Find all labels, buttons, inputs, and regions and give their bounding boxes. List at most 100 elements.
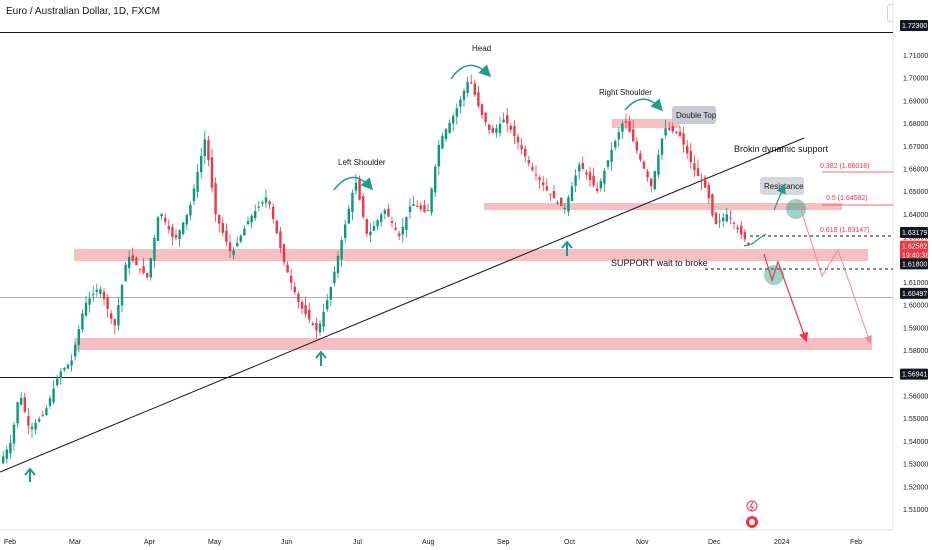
- support-zone[interactable]: [74, 249, 868, 261]
- double-top-zone[interactable]: [612, 119, 680, 128]
- candle: [70, 354, 73, 372]
- left-shoulder-curve-arrow: [333, 176, 373, 191]
- candle: [437, 140, 440, 175]
- candle: [214, 177, 217, 222]
- candle: [560, 197, 563, 207]
- demand-zone[interactable]: [74, 338, 872, 350]
- candle: [585, 169, 588, 180]
- candle: [639, 150, 642, 162]
- up-arrow-icon: [315, 350, 327, 366]
- candle: [556, 200, 559, 206]
- candle: [660, 137, 664, 161]
- y-tick-label: 1.68000: [903, 121, 928, 128]
- candle: [344, 219, 347, 243]
- price-badge-label: 1.60497: [902, 291, 927, 298]
- y-tick-label: 1.53000: [903, 462, 928, 469]
- candle: [426, 203, 430, 212]
- candle: [408, 198, 412, 220]
- candle: [12, 422, 16, 451]
- candlestick-series: [2, 74, 750, 465]
- up-arrow-icon: [24, 467, 36, 482]
- candle: [588, 166, 592, 188]
- candle: [390, 216, 394, 228]
- candle: [30, 422, 34, 438]
- candle: [495, 124, 498, 138]
- candle: [603, 167, 606, 192]
- price-badge-label: 1.62582: [902, 244, 927, 251]
- candle: [394, 222, 397, 231]
- candle: [336, 250, 340, 279]
- dynamic-support-trendline[interactable]: [0, 137, 805, 473]
- candle: [293, 281, 296, 295]
- candle: [167, 219, 170, 234]
- candle: [513, 119, 516, 144]
- candle: [110, 310, 113, 325]
- candle: [574, 169, 577, 193]
- y-tick-label: 1.64000: [903, 212, 928, 219]
- price-badge-label: 1.63179: [902, 230, 927, 237]
- price-badge-label: 1.61800: [902, 261, 927, 268]
- y-tick-label: 1.69000: [903, 98, 928, 105]
- candle: [477, 86, 480, 109]
- candle: [232, 246, 235, 260]
- y-tick-label: 1.71000: [903, 53, 928, 60]
- candle: [650, 177, 653, 193]
- price-axis-panel[interactable]: [893, 0, 932, 550]
- resistance-callout[interactable]: Resistance: [760, 177, 804, 195]
- y-tick-label: 1.70000: [903, 76, 928, 83]
- candle: [624, 113, 628, 130]
- x-tick-label: Feb: [850, 539, 862, 546]
- candle: [552, 185, 556, 199]
- candle: [462, 88, 466, 107]
- right-shoulder-curve-arrow: [624, 98, 664, 112]
- x-tick-label: Jun: [281, 539, 292, 546]
- candle: [246, 216, 250, 225]
- candle: [81, 309, 84, 332]
- candle: [290, 269, 293, 291]
- candle: [617, 127, 620, 147]
- candle: [610, 142, 613, 171]
- fib-label-0382: 0.382 (1.66018): [820, 163, 869, 170]
- candle: [16, 401, 19, 428]
- lightning-icon[interactable]: [746, 500, 758, 512]
- support-label: SUPPORT wait to broke: [611, 258, 708, 268]
- candle: [376, 218, 379, 231]
- candle: [383, 208, 386, 220]
- candle: [484, 111, 487, 126]
- candle: [700, 173, 703, 191]
- candle: [488, 124, 491, 134]
- price-badge: 1.72300: [900, 19, 928, 31]
- candle: [275, 220, 278, 234]
- candle: [693, 155, 696, 177]
- candle: [398, 230, 401, 241]
- candle: [459, 96, 462, 114]
- right-shoulder-label: Right Shoulder: [599, 88, 652, 97]
- candle: [740, 220, 743, 240]
- y-tick-label: 1.60000: [903, 303, 928, 310]
- x-tick-label: Feb: [4, 539, 16, 546]
- candle: [182, 221, 185, 236]
- event-icon[interactable]: [746, 516, 758, 528]
- candle: [149, 257, 152, 281]
- x-tick-label: Nov: [636, 539, 649, 546]
- candle: [714, 211, 718, 225]
- candle: [732, 221, 736, 230]
- double-top-callout[interactable]: Double Top: [672, 106, 717, 124]
- candle: [257, 201, 260, 212]
- y-tick-label: 1.51000: [903, 507, 928, 514]
- candle: [480, 103, 484, 120]
- chart-title: Euro / Australian Dollar, 1D, FXCM: [6, 6, 160, 17]
- candle: [272, 203, 275, 224]
- price-badge: 1.63179: [900, 227, 928, 239]
- candle: [448, 119, 451, 134]
- candle: [524, 145, 527, 163]
- candle: [326, 293, 329, 312]
- candle: [41, 410, 44, 418]
- candle: [322, 303, 325, 333]
- candle: [66, 363, 70, 369]
- resistance-zone[interactable]: [484, 203, 842, 210]
- candle: [20, 391, 23, 407]
- y-tick-label: 1.61000: [903, 280, 928, 287]
- candle: [365, 218, 368, 237]
